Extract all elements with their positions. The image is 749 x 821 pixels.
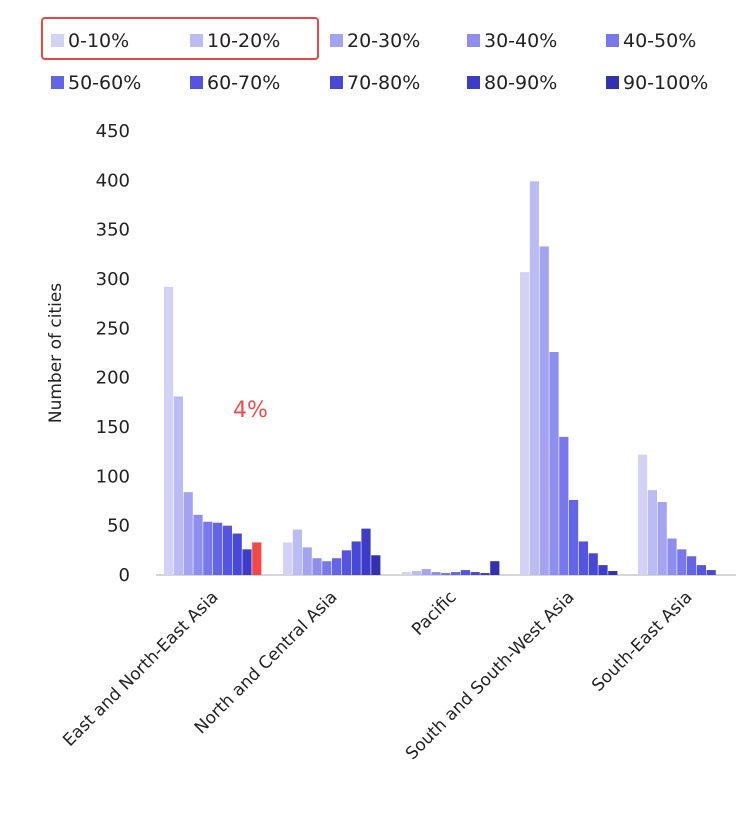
bar-0-2 xyxy=(183,492,193,575)
annotation-label-0: 4% xyxy=(233,398,268,423)
bar-3-9 xyxy=(608,571,618,575)
bar-4-2 xyxy=(657,501,667,575)
bar-2-5 xyxy=(451,572,461,575)
bar-3-2 xyxy=(539,246,549,575)
bar-1-7 xyxy=(351,541,361,575)
bar-3-4 xyxy=(559,436,569,575)
bar-1-2 xyxy=(302,547,312,575)
bar-3-5 xyxy=(569,500,579,575)
legend: 0-10% 10-20% 20-30% 30-40% 40-50% 50-60% 60-70… xyxy=(41,17,708,94)
bar-2-8 xyxy=(480,573,490,575)
legend-highlight-box xyxy=(41,17,319,60)
y-axis-label: Number of cities xyxy=(46,283,66,423)
legend-swatch-0 xyxy=(51,34,64,47)
y-tick-label-350: 350 xyxy=(96,220,130,241)
category-label-4: South-East Asia xyxy=(588,587,696,695)
bar-1-6 xyxy=(341,550,351,575)
legend-swatch-8 xyxy=(467,76,480,89)
bar-3-3 xyxy=(549,352,559,575)
bar-2-4 xyxy=(441,573,451,575)
bar-2-2 xyxy=(421,569,431,575)
bar-4-7 xyxy=(706,570,716,575)
bar-3-1 xyxy=(529,181,539,575)
bar-4-1 xyxy=(647,490,657,575)
bar-0-0 xyxy=(164,286,174,575)
bar-3-7 xyxy=(588,553,598,575)
bar-0-6 xyxy=(222,525,232,575)
bar-4-4 xyxy=(677,549,687,575)
y-tick-label-300: 300 xyxy=(96,269,130,290)
bar-2-6 xyxy=(460,570,470,575)
bar-2-9 xyxy=(490,561,500,575)
bar-2-1 xyxy=(411,571,421,575)
legend-swatch-3 xyxy=(467,34,480,47)
legend-swatch-2 xyxy=(330,34,343,47)
bar-3-6 xyxy=(578,541,588,575)
legend-swatch-6 xyxy=(190,76,203,89)
legend-swatch-5 xyxy=(51,76,64,89)
annotations: 4% xyxy=(233,398,268,423)
bar-0-1 xyxy=(173,396,183,575)
category-label-2: Pacific xyxy=(408,587,460,639)
bar-0-5 xyxy=(213,522,223,575)
y-tick-label-100: 100 xyxy=(96,466,130,487)
bar-1-1 xyxy=(292,529,302,575)
y-tick-label-450: 450 xyxy=(96,121,130,142)
legend-swatch-9 xyxy=(606,76,619,89)
y-tick-label-400: 400 xyxy=(96,170,130,191)
y-tick-label-250: 250 xyxy=(96,318,130,339)
legend-label-2: 20-30% xyxy=(347,30,420,52)
y-tick-label-200: 200 xyxy=(96,368,130,389)
bar-1-5 xyxy=(332,558,342,575)
y-tick-label-50: 50 xyxy=(107,516,130,537)
bar-0-9 xyxy=(252,542,262,575)
legend-label-4: 40-50% xyxy=(623,30,696,52)
bar-1-9 xyxy=(371,555,381,575)
legend-swatch-1 xyxy=(190,34,203,47)
legend-label-6: 60-70% xyxy=(207,72,280,94)
legend-label-0: 0-10% xyxy=(68,30,129,52)
legend-swatch-4 xyxy=(606,34,619,47)
bar-0-7 xyxy=(232,533,242,575)
y-tick-label-150: 150 xyxy=(96,417,130,438)
bar-0-3 xyxy=(193,514,203,575)
legend-label-8: 80-90% xyxy=(484,72,557,94)
bars xyxy=(164,181,716,575)
bar-1-8 xyxy=(361,528,371,575)
bar-2-7 xyxy=(470,572,480,575)
legend-label-3: 30-40% xyxy=(484,30,557,52)
bar-4-3 xyxy=(667,538,677,575)
bar-1-0 xyxy=(283,542,293,575)
bar-3-0 xyxy=(520,272,530,575)
legend-swatch-7 xyxy=(330,76,343,89)
bar-0-4 xyxy=(203,521,213,575)
legend-label-1: 10-20% xyxy=(207,30,280,52)
bar-4-6 xyxy=(696,565,706,575)
y-tick-label-0: 0 xyxy=(119,565,130,586)
bar-1-4 xyxy=(322,561,332,575)
legend-label-5: 50-60% xyxy=(68,72,141,94)
bar-0-8 xyxy=(242,549,252,575)
bar-3-8 xyxy=(598,565,608,575)
legend-label-9: 90-100% xyxy=(623,72,708,94)
bar-4-0 xyxy=(638,454,648,575)
bar-2-3 xyxy=(431,572,441,575)
bar-2-0 xyxy=(402,572,412,575)
legend-label-7: 70-80% xyxy=(347,72,420,94)
y-axis: 0 50 100 150 200 250 300 350 400 450 Number of cit… xyxy=(46,121,736,586)
bar-4-5 xyxy=(687,556,697,575)
bar-1-3 xyxy=(312,558,322,575)
